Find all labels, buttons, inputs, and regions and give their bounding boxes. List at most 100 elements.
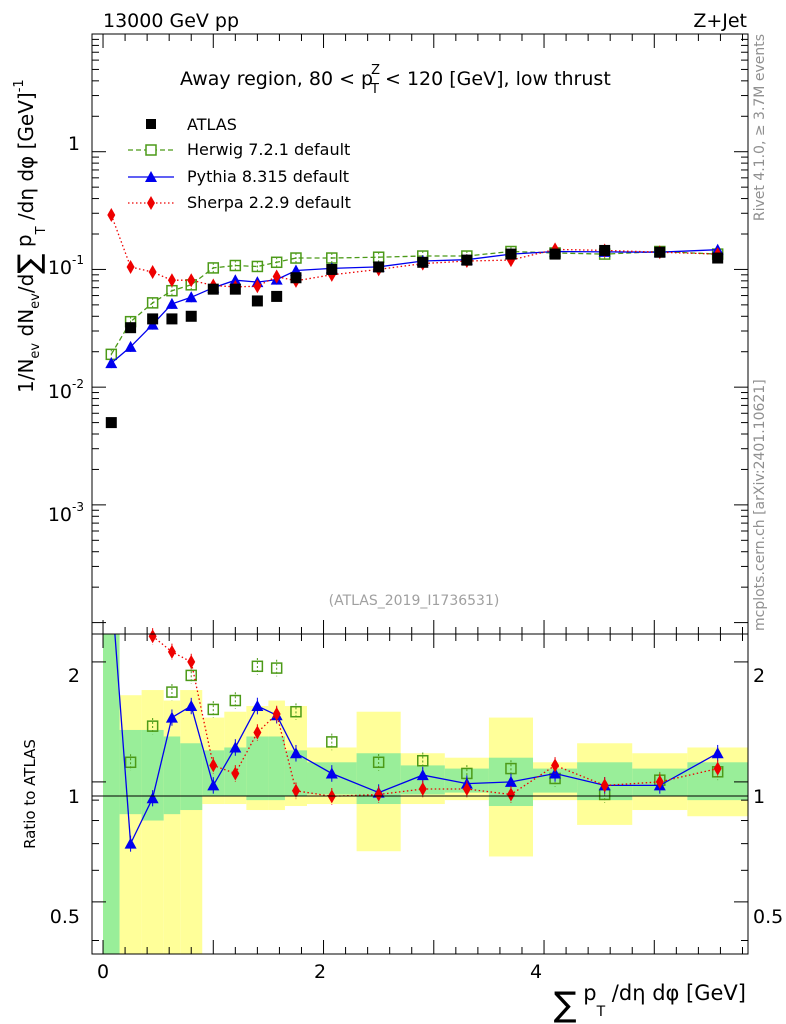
herwig-ratio-point bbox=[505, 762, 517, 775]
atlas-point bbox=[147, 313, 159, 325]
atlas-point bbox=[251, 295, 263, 307]
ratio-plot-frame bbox=[91, 633, 749, 955]
herwig-ratio-point bbox=[166, 686, 178, 698]
xlabel-part: T bbox=[596, 1004, 606, 1020]
ratio-tick-label-2-right: 2 bbox=[753, 665, 765, 687]
pythia-line bbox=[110, 249, 718, 364]
atlas-point bbox=[290, 272, 302, 284]
sherpa-ratio-line bbox=[151, 634, 718, 797]
sherpa-point bbox=[126, 259, 135, 274]
atlas-point bbox=[417, 256, 429, 268]
analysis-watermark: (ATLAS_2019_I1736531) bbox=[329, 593, 500, 609]
pythia-ratio-point bbox=[416, 769, 429, 781]
atlas-point bbox=[207, 283, 219, 295]
herwig-ratio-point bbox=[146, 720, 159, 732]
atlas-point bbox=[166, 313, 178, 325]
sherpa-ratio-point bbox=[418, 781, 427, 796]
herwig-point bbox=[146, 297, 159, 309]
green-band-bin bbox=[246, 736, 269, 801]
ylabel-part: -1 bbox=[12, 79, 27, 92]
legend-herwig: Herwig 7.2.1 default bbox=[128, 140, 350, 159]
plot-title: Away region, 80 < pZ T < 120 [GeV], low t… bbox=[180, 63, 611, 97]
pythia-point bbox=[124, 340, 137, 352]
side-label-mcplots: mcplots.cern.ch [arXiv:2401.10621] bbox=[752, 379, 768, 631]
xlabel-part: p bbox=[577, 981, 597, 1005]
legend-sherpa-label: Sherpa 2.2.9 default bbox=[187, 193, 351, 212]
green-band-bin bbox=[163, 736, 181, 815]
pythia-ratio-point bbox=[251, 700, 264, 712]
series-sherpa bbox=[107, 208, 722, 294]
herwig-ratio-point bbox=[270, 662, 283, 674]
legend-atlas-marker bbox=[146, 119, 156, 129]
herwig-line bbox=[110, 250, 718, 355]
atlas-point bbox=[505, 248, 517, 260]
herwig-point bbox=[270, 256, 283, 269]
header-left-label: 13000 GeV pp bbox=[103, 10, 239, 32]
series-pythia bbox=[105, 243, 724, 369]
pythia-point bbox=[229, 274, 242, 286]
herwig-ratio-point bbox=[229, 694, 242, 707]
y-tick-base: 10 bbox=[48, 504, 72, 526]
herwig-point bbox=[251, 260, 264, 273]
green-band-bin bbox=[180, 743, 203, 811]
sherpa-ratio-point bbox=[291, 783, 300, 798]
atlas-point bbox=[549, 248, 561, 260]
plot-title-suffix: < 120 [GeV], low thrust bbox=[379, 68, 611, 90]
green-band-bin bbox=[141, 729, 164, 821]
herwig-ratio-point bbox=[185, 669, 197, 682]
y-tick-label-1e-2: 10-2 bbox=[48, 377, 84, 403]
y-tick-base: 10 bbox=[48, 381, 72, 403]
green-band-bin bbox=[284, 750, 307, 797]
xlabel-part: /dη dφ [GeV] bbox=[605, 981, 746, 1005]
sherpa-ratio-point bbox=[713, 761, 722, 776]
y-axis-label-ratio: Ratio to ATLAS bbox=[21, 739, 39, 849]
plot-title-sub: T bbox=[370, 82, 379, 97]
header-right-label: Z+Jet bbox=[693, 10, 747, 32]
atlas-point bbox=[125, 322, 137, 334]
legend: ATLAS Herwig 7.2.1 default Pythia 8.315 … bbox=[128, 115, 351, 212]
pythia-ratio-point bbox=[289, 747, 302, 759]
herwig-ratio-point bbox=[124, 756, 137, 769]
yellow-band-bin bbox=[180, 690, 203, 954]
legend-pythia: Pythia 8.315 default bbox=[128, 167, 349, 186]
pythia-point bbox=[185, 291, 198, 303]
series-layer bbox=[105, 208, 724, 852]
ratio-tick-label-0.5-left: 0.5 bbox=[50, 906, 80, 928]
ylabel-part: /d bbox=[14, 274, 38, 293]
ylabel-part: p bbox=[12, 234, 36, 253]
herwig-point bbox=[207, 262, 220, 274]
atlas-point bbox=[271, 290, 283, 302]
atlas-point bbox=[229, 283, 241, 295]
y-tick-label-1e-3: 10-3 bbox=[48, 500, 84, 526]
pythia-ratio-point bbox=[185, 700, 198, 712]
axis-ticks bbox=[92, 34, 748, 954]
y-tick-label-1: 1 bbox=[68, 133, 80, 155]
herwig-ratio-point bbox=[326, 736, 338, 748]
sherpa-ratio-point bbox=[209, 758, 218, 773]
sherpa-ratio-point bbox=[231, 766, 240, 781]
plot-title-prefix: Away region, 80 < p bbox=[180, 68, 373, 90]
pythia-ratio-point bbox=[549, 767, 562, 779]
ylabel-sum-symbol: ∑ bbox=[12, 253, 47, 273]
legend-sherpa-marker bbox=[147, 196, 155, 210]
pythia-ratio-point bbox=[229, 741, 242, 753]
atlas-point bbox=[373, 261, 385, 273]
pythia-point bbox=[105, 357, 118, 369]
herwig-ratio-point bbox=[417, 754, 429, 767]
pythia-ratio-point bbox=[504, 775, 517, 787]
green-band-bin bbox=[119, 729, 142, 815]
green-band-bin bbox=[103, 634, 120, 954]
pythia-ratio-point bbox=[146, 792, 159, 804]
series-atlas bbox=[105, 244, 724, 429]
sherpa-point bbox=[253, 279, 262, 294]
x-tick-label-0: 0 bbox=[97, 961, 109, 983]
sherpa-point bbox=[272, 269, 281, 284]
x-tick-label-4: 4 bbox=[530, 961, 542, 983]
atlas-point bbox=[461, 254, 473, 266]
ylabel-part: T bbox=[34, 226, 49, 235]
ylabel-part: dN bbox=[14, 309, 38, 343]
sherpa-ratio-point bbox=[167, 644, 176, 659]
y-tick-exponent: -1 bbox=[72, 253, 84, 267]
herwig-ratio-point bbox=[372, 756, 385, 769]
sherpa-point bbox=[167, 273, 176, 288]
